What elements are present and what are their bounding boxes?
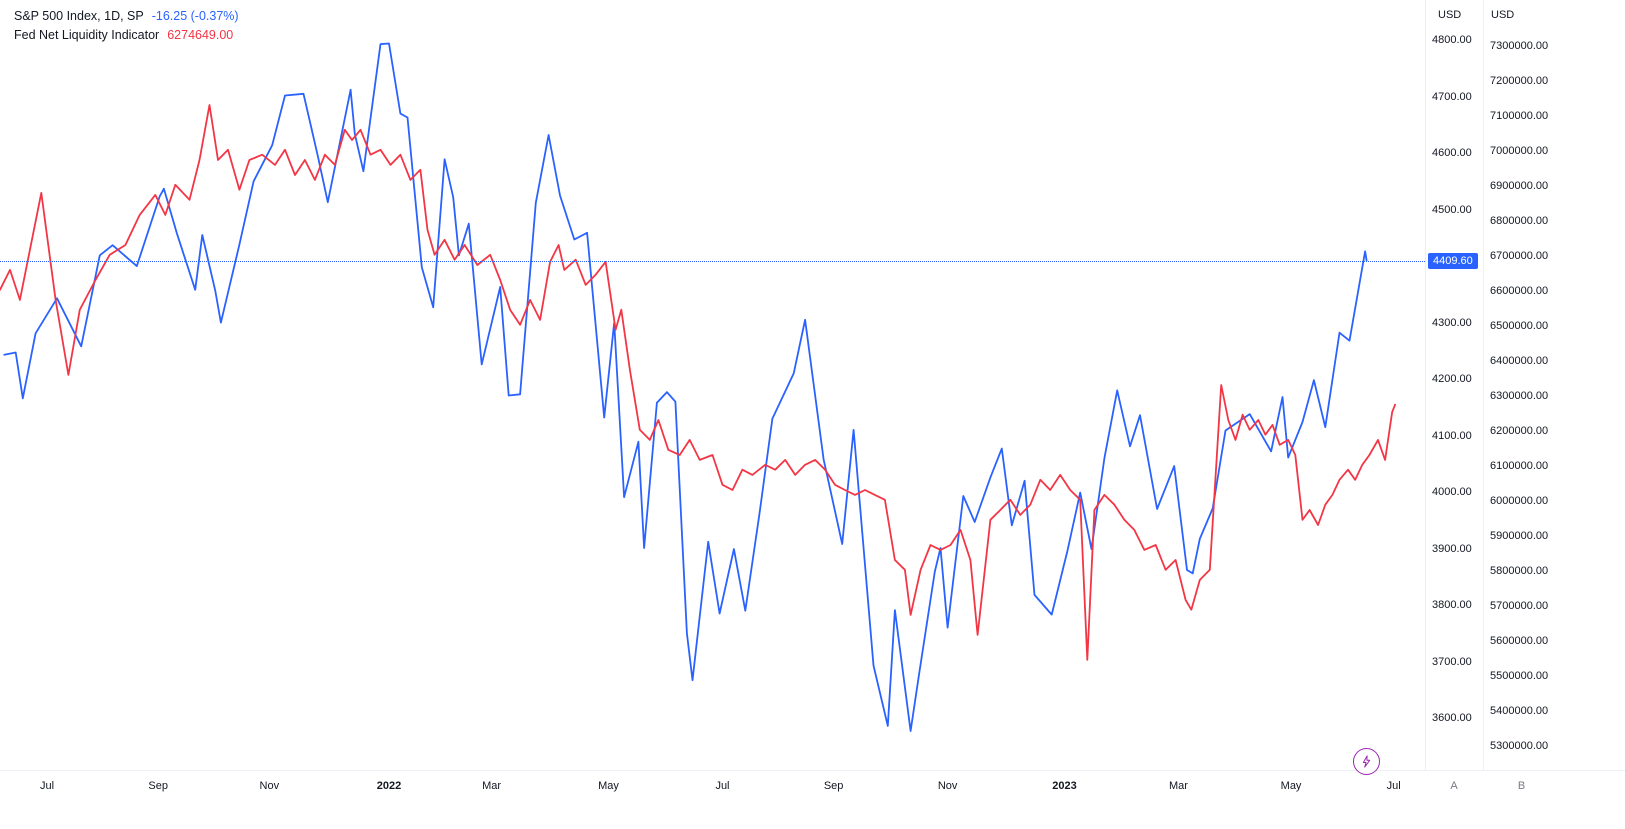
lightning-icon xyxy=(1362,755,1371,768)
price-tick: 5900000.00 xyxy=(1490,529,1549,542)
price-tick: 6500000.00 xyxy=(1490,319,1549,332)
price-chart-canvas xyxy=(0,42,1396,732)
price-tick: 4700.00 xyxy=(1432,90,1472,103)
axis-b-pane-label[interactable]: B xyxy=(1517,780,1526,792)
fed-liquidity-series-title: Fed Net Liquidity Indicator xyxy=(14,28,160,42)
price-tick: 3900.00 xyxy=(1432,542,1472,555)
price-tick: 5400000.00 xyxy=(1490,704,1549,717)
legend-row-fed-liquidity[interactable]: Fed Net Liquidity Indicator 6274649.00 xyxy=(14,27,239,44)
sp500-series-title: S&P 500 Index, 1D, SP xyxy=(14,9,144,23)
price-tick: 5700000.00 xyxy=(1490,599,1549,612)
price-axis-fed-liquidity[interactable]: USD 7300000.00 7200000.00 7100000.00 700000… xyxy=(1483,0,1560,770)
chart-main-row: S&P 500 Index, 1D, SP -16.25 (-0.37%) Fe… xyxy=(0,0,1625,770)
price-axis-sp500[interactable]: USD 4800.004700.004600.004500.004400.004… xyxy=(1425,0,1483,770)
price-tick: 3700.00 xyxy=(1432,655,1472,668)
price-tick: 3600.00 xyxy=(1432,712,1472,725)
price-tick: 6700000.00 xyxy=(1490,249,1549,262)
time-tick: 2022 xyxy=(376,780,402,792)
price-tick: 6300000.00 xyxy=(1490,389,1549,402)
time-tick: Sep xyxy=(148,780,168,792)
timebar-right-margin xyxy=(1560,771,1625,829)
time-tick: 2023 xyxy=(1052,780,1077,792)
price-tick: 6000000.00 xyxy=(1490,494,1549,507)
time-axis-labels: Jul Sep Nov 2022 Mar May Jul Sep Nov 2023 Mar May Ju… xyxy=(0,771,1425,829)
chart-plot-area[interactable]: S&P 500 Index, 1D, SP -16.25 (-0.37%) Fe… xyxy=(0,0,1425,770)
price-tick: 6200000.00 xyxy=(1490,424,1549,437)
time-tick: Mar xyxy=(1168,780,1188,792)
axis-b-currency-label: USD xyxy=(1491,9,1515,21)
price-tick: 7300000.00 xyxy=(1490,39,1549,52)
price-tick: 7200000.00 xyxy=(1490,74,1549,87)
price-tick: 5500000.00 xyxy=(1490,669,1549,682)
right-margin xyxy=(1560,0,1625,770)
price-tick: 6900000.00 xyxy=(1490,179,1549,192)
price-tick: 6800000.00 xyxy=(1490,214,1549,227)
time-tick: Nov xyxy=(937,780,958,792)
sp500-change-value: -16.25 (-0.37%) xyxy=(151,9,239,23)
price-tick: 4800.00 xyxy=(1432,34,1472,47)
price-tick: 7000000.00 xyxy=(1490,144,1549,157)
price-tick: 6100000.00 xyxy=(1490,459,1549,472)
chart-legend: S&P 500 Index, 1D, SP -16.25 (-0.37%) Fe… xyxy=(14,8,239,46)
price-tick: 4300.00 xyxy=(1432,316,1472,329)
axis-a-currency-label: USD xyxy=(1438,9,1462,21)
series-line-sp500 xyxy=(3,42,1368,732)
price-tick: 3800.00 xyxy=(1432,599,1472,612)
fed-liquidity-value: 6274649.00 xyxy=(167,28,234,42)
price-tick: 5600000.00 xyxy=(1490,634,1549,647)
price-tick: 6400000.00 xyxy=(1490,354,1549,367)
price-tick: 6600000.00 xyxy=(1490,284,1549,297)
price-tick: 4200.00 xyxy=(1432,373,1472,386)
axis-a-pane-label[interactable]: A xyxy=(1450,780,1458,792)
current-price-badge: 4409.60 xyxy=(1428,252,1478,269)
legend-row-sp500[interactable]: S&P 500 Index, 1D, SP -16.25 (-0.37%) xyxy=(14,8,239,25)
time-tick: Mar xyxy=(482,780,502,792)
time-tick: Nov xyxy=(259,780,280,792)
time-tick: Sep xyxy=(823,780,844,792)
price-tick: 4500.00 xyxy=(1432,203,1472,216)
lightning-button[interactable] xyxy=(1353,748,1380,775)
series-line-fed-liquidity xyxy=(0,104,1396,661)
price-tick: 5800000.00 xyxy=(1490,564,1549,577)
price-tick: 7100000.00 xyxy=(1490,109,1549,122)
time-tick: Jul xyxy=(715,780,730,792)
time-tick: Jul xyxy=(39,780,55,792)
price-tick: 4100.00 xyxy=(1432,429,1472,442)
time-tick: May xyxy=(598,780,619,792)
price-tick: 4000.00 xyxy=(1432,486,1472,499)
time-tick: May xyxy=(1280,780,1302,792)
time-axis[interactable]: Jul Sep Nov 2022 Mar May Jul Sep Nov 2023 Mar May Ju… xyxy=(0,770,1625,829)
current-price-line xyxy=(0,260,1425,262)
time-tick: Jul xyxy=(1386,780,1401,792)
price-tick: 5300000.00 xyxy=(1490,739,1549,752)
price-tick: 4600.00 xyxy=(1432,147,1472,160)
